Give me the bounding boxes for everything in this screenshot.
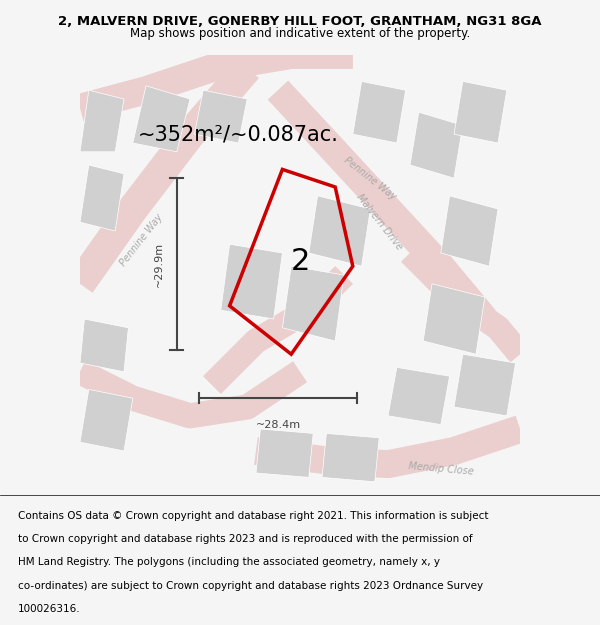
Text: co-ordinates) are subject to Crown copyright and database rights 2023 Ordnance S: co-ordinates) are subject to Crown copyr… [18,581,483,591]
Text: Map shows position and indicative extent of the property.: Map shows position and indicative extent… [130,27,470,39]
Text: ~29.9m: ~29.9m [154,241,164,286]
Polygon shape [353,81,406,143]
Text: ~28.4m: ~28.4m [256,420,301,430]
Polygon shape [194,90,247,143]
Polygon shape [309,196,370,266]
Text: Pennine Way: Pennine Way [118,212,165,268]
Text: 100026316.: 100026316. [18,604,80,614]
Polygon shape [283,266,344,341]
Text: 2: 2 [290,248,310,276]
Polygon shape [80,319,128,372]
Polygon shape [256,429,313,478]
Polygon shape [388,368,449,424]
Text: Mendip Close: Mendip Close [408,461,474,476]
Polygon shape [133,86,190,152]
Text: ~352m²/~0.087ac.: ~352m²/~0.087ac. [138,124,339,144]
Text: 2, MALVERN DRIVE, GONERBY HILL FOOT, GRANTHAM, NG31 8GA: 2, MALVERN DRIVE, GONERBY HILL FOOT, GRA… [58,16,542,28]
Text: Malvern Drive: Malvern Drive [354,192,404,252]
Polygon shape [80,90,124,152]
Polygon shape [441,196,498,266]
Polygon shape [454,81,507,143]
Polygon shape [80,389,133,451]
Text: Contains OS data © Crown copyright and database right 2021. This information is : Contains OS data © Crown copyright and d… [18,511,488,521]
Polygon shape [454,354,515,416]
Polygon shape [80,165,124,231]
Text: to Crown copyright and database rights 2023 and is reproduced with the permissio: to Crown copyright and database rights 2… [18,534,473,544]
Text: HM Land Registry. The polygons (including the associated geometry, namely x, y: HM Land Registry. The polygons (includin… [18,558,440,568]
Polygon shape [221,244,283,319]
Polygon shape [322,433,379,482]
Polygon shape [423,284,485,354]
Polygon shape [410,112,463,178]
Text: Pennine Way: Pennine Way [343,155,398,201]
